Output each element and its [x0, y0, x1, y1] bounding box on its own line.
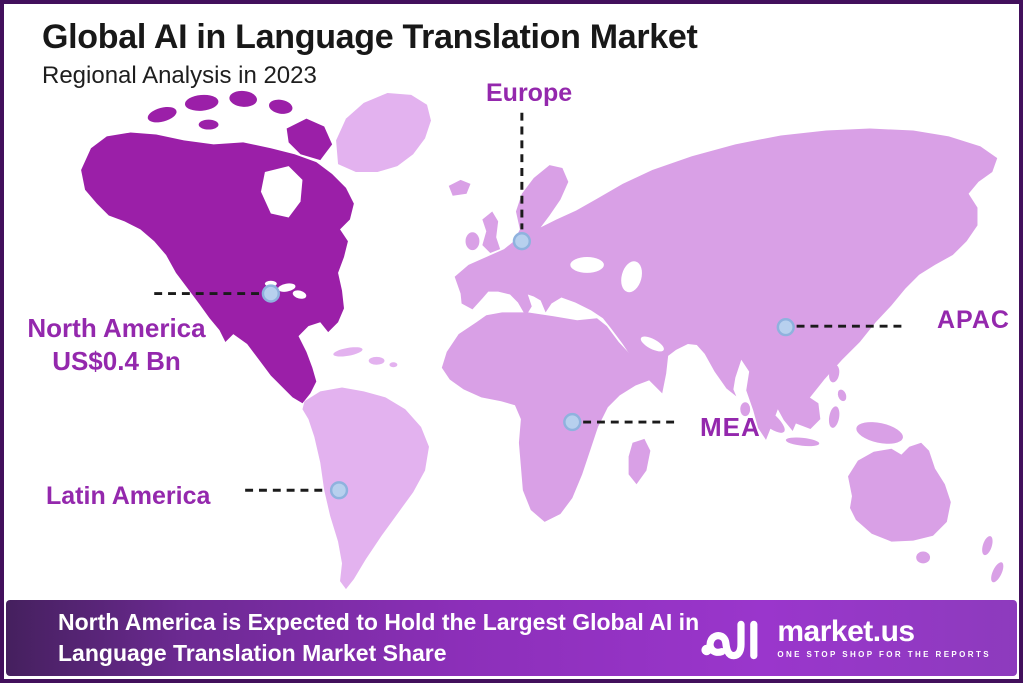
region-tasmania [916, 551, 931, 564]
great-lake [277, 283, 296, 292]
persian-gulf [640, 336, 664, 352]
region-philippines [829, 364, 840, 383]
marker-north-america [261, 284, 280, 303]
page-title: Global AI in Language Translation Market [42, 18, 698, 56]
marketus-logo: market.us ONE STOP SHOP FOR THE REPORTS [701, 613, 991, 663]
region-puerto-rico [389, 362, 398, 368]
region-ireland [465, 232, 480, 251]
region-arctic-island [184, 94, 219, 111]
region-japan [851, 262, 889, 319]
region-arctic-island [147, 106, 177, 123]
region-sri-lanka [740, 402, 751, 417]
region-new-zealand-south [991, 562, 1004, 583]
region-taiwan [816, 360, 825, 375]
label-europe: Europe [486, 79, 573, 107]
footer-message: North America is Expected to Hold the La… [58, 608, 700, 666]
region-eurasia [454, 128, 998, 440]
region-sulawesi [828, 406, 840, 428]
label-north-america: North America US$0.4 Bn [14, 312, 219, 377]
marketus-logo-name: market.us [777, 615, 915, 648]
region-south-america [302, 387, 429, 590]
region-madagascar [628, 438, 651, 485]
black-sea [570, 257, 604, 273]
marketus-logo-icon [701, 620, 758, 660]
region-hispaniola [368, 356, 385, 365]
marker-apac [776, 318, 795, 337]
footer-banner: North America is Expected to Hold the La… [6, 600, 1017, 676]
region-japan-south [844, 317, 852, 328]
marketus-logo-tagline: ONE STOP SHOP FOR THE REPORTS [777, 650, 991, 659]
region-baffin-island [286, 118, 333, 161]
region-africa [441, 312, 659, 522]
region-arctic-island [198, 119, 219, 130]
label-apac: APAC [937, 306, 1010, 334]
header-block: Global AI in Language Translation Market… [42, 18, 698, 90]
marker-mea [563, 412, 582, 432]
region-java [785, 437, 820, 447]
region-australia [848, 442, 951, 542]
region-greenland [336, 92, 431, 173]
marker-europe [512, 232, 532, 251]
region-borneo [790, 395, 821, 429]
region-iceland [448, 179, 471, 196]
region-cuba [333, 347, 363, 357]
region-arctic-island [268, 99, 293, 114]
region-great-britain [482, 211, 501, 254]
region-new-zealand-north [982, 536, 993, 556]
marker-latin-america [329, 481, 349, 500]
caspian-sea [621, 261, 642, 293]
label-north-america-value: US$0.4 Bn [52, 345, 181, 376]
label-latin-america: Latin America [46, 482, 211, 510]
region-arctic-island [229, 90, 257, 107]
page-subtitle: Regional Analysis in 2023 [42, 62, 317, 90]
world-map [81, 90, 1004, 590]
marketus-logo-text-block: market.us ONE STOP SHOP FOR THE REPORTS [777, 615, 991, 660]
region-sumatra [753, 405, 785, 433]
hudson-bay [260, 166, 303, 218]
label-north-america-name: North America [27, 313, 206, 343]
region-new-guinea [856, 422, 903, 444]
region-philippines-south [837, 389, 847, 402]
great-lake [292, 290, 307, 299]
label-mea: MEA [700, 412, 761, 442]
